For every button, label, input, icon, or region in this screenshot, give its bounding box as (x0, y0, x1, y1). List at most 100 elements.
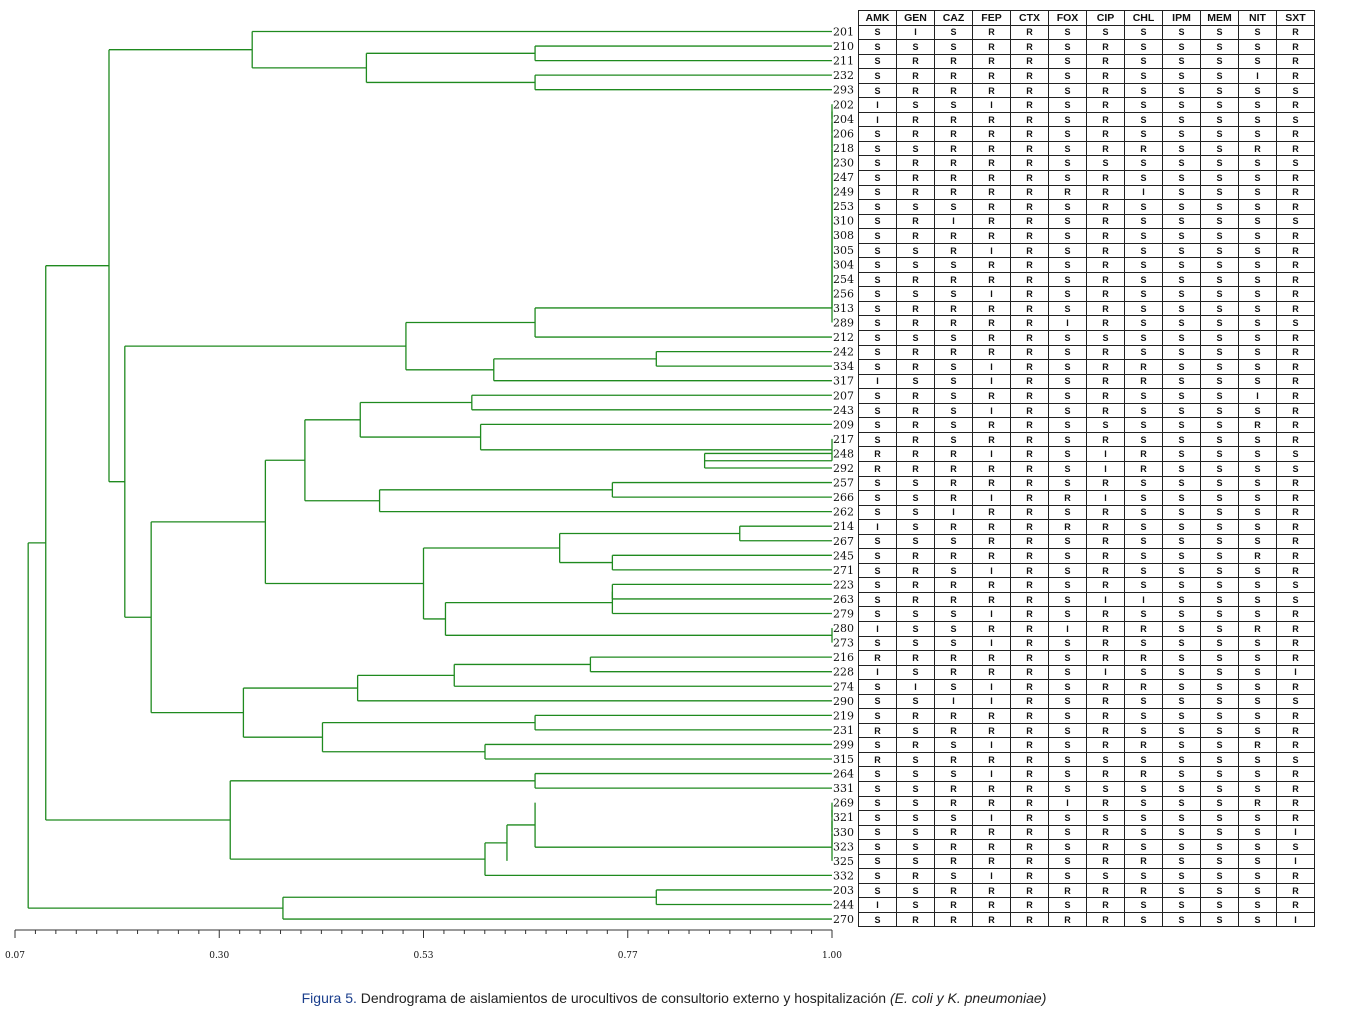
table-cell: S (858, 53, 897, 70)
table-cell: S (1124, 111, 1163, 128)
table-cell: R (1238, 795, 1277, 812)
table-cell: R (1010, 766, 1049, 782)
table-cell: R (896, 868, 935, 884)
table-cell: R (896, 344, 935, 361)
table-cell: S (1200, 708, 1239, 724)
table-cell: R (896, 300, 935, 317)
table-cell: S (1162, 431, 1201, 448)
table-cell: S (1162, 504, 1201, 521)
table-cell: R (1276, 548, 1315, 564)
table-cell: S (1162, 911, 1201, 928)
column-header-amk: AMK (858, 10, 897, 26)
leaf-label-264: 264 (833, 768, 854, 781)
table-cell: R (1276, 737, 1315, 753)
table-cell: S (896, 722, 935, 739)
table-cell: R (1276, 606, 1315, 622)
table-cell: S (1238, 402, 1277, 419)
column-header-chl: CHL (1124, 10, 1163, 26)
table-cell: I (1238, 68, 1277, 84)
table-cell: R (1276, 402, 1315, 419)
table-cell: R (1086, 286, 1125, 302)
table-cell: S (1124, 388, 1163, 404)
table-cell: S (1162, 271, 1201, 288)
table-cell: S (858, 737, 897, 753)
table-cell: S (1048, 126, 1087, 142)
table-cell: S (1048, 82, 1087, 99)
table-cell: S (896, 504, 935, 521)
table-cell: I (972, 693, 1011, 710)
table-cell: S (1048, 286, 1087, 302)
leaf-label-244: 244 (833, 899, 854, 912)
table-cell: S (1162, 577, 1201, 593)
table-cell: R (1086, 300, 1125, 317)
table-cell: S (858, 82, 897, 99)
table-cell: S (896, 475, 935, 492)
table-cell: R (1086, 271, 1125, 288)
table-cell: R (1010, 679, 1049, 695)
table-cell: S (896, 373, 935, 390)
table-cell: R (972, 620, 1011, 637)
table-cell: R (1010, 795, 1049, 812)
table-cell: R (1276, 868, 1315, 884)
table-cell: S (1086, 751, 1125, 768)
table-cell: S (858, 868, 897, 884)
table-cell: S (1048, 213, 1087, 230)
table-cell: S (1162, 228, 1201, 244)
table-cell: S (1086, 330, 1125, 346)
table-cell: S (1124, 431, 1163, 448)
leaf-label-217: 217 (833, 433, 854, 446)
leaf-label-249: 249 (833, 186, 854, 199)
table-cell: S (1162, 708, 1201, 724)
table-cell: R (1086, 679, 1125, 695)
table-cell: I (1276, 853, 1315, 870)
table-cell: S (1238, 213, 1277, 230)
table-cell: S (858, 155, 897, 172)
table-cell: S (1162, 170, 1201, 186)
table-cell: R (896, 460, 935, 477)
table-cell: S (896, 780, 935, 797)
table-cell: S (1048, 679, 1087, 695)
table-cell: R (1086, 111, 1125, 128)
table-cell: S (1238, 766, 1277, 782)
table-cell: R (1086, 577, 1125, 593)
table-cell: S (858, 126, 897, 142)
leaf-label-214: 214 (833, 520, 854, 533)
leaf-label-204: 204 (833, 113, 854, 126)
table-cell: R (1276, 39, 1315, 55)
table-cell: R (1010, 780, 1049, 797)
table-cell: S (934, 417, 973, 433)
table-cell: R (1086, 373, 1125, 390)
table-cell: S (1200, 53, 1239, 70)
table-cell: I (858, 97, 897, 113)
table-cell: S (858, 199, 897, 215)
table-cell: R (1276, 475, 1315, 492)
table-cell: R (896, 446, 935, 462)
table-cell: R (896, 359, 935, 375)
leaf-label-245: 245 (833, 549, 854, 562)
table-cell: S (1162, 257, 1201, 273)
table-cell: R (1276, 519, 1315, 535)
table-cell: S (896, 810, 935, 826)
table-cell: R (1010, 82, 1049, 99)
table-cell: R (972, 228, 1011, 244)
table-cell: S (1124, 286, 1163, 302)
table-cell: S (1200, 475, 1239, 492)
table-cell: S (1048, 810, 1087, 826)
table-cell: S (1162, 591, 1201, 608)
table-cell: S (858, 170, 897, 186)
table-cell: R (972, 519, 1011, 535)
table-cell: R (1010, 446, 1049, 462)
table-cell: R (1010, 664, 1049, 681)
table-cell: S (1276, 446, 1315, 462)
table-cell: R (1124, 140, 1163, 157)
table-cell: R (934, 824, 973, 841)
table-cell: R (934, 111, 973, 128)
table-cell: S (1200, 417, 1239, 433)
table-cell: R (972, 184, 1011, 201)
table-cell: R (1276, 68, 1315, 84)
